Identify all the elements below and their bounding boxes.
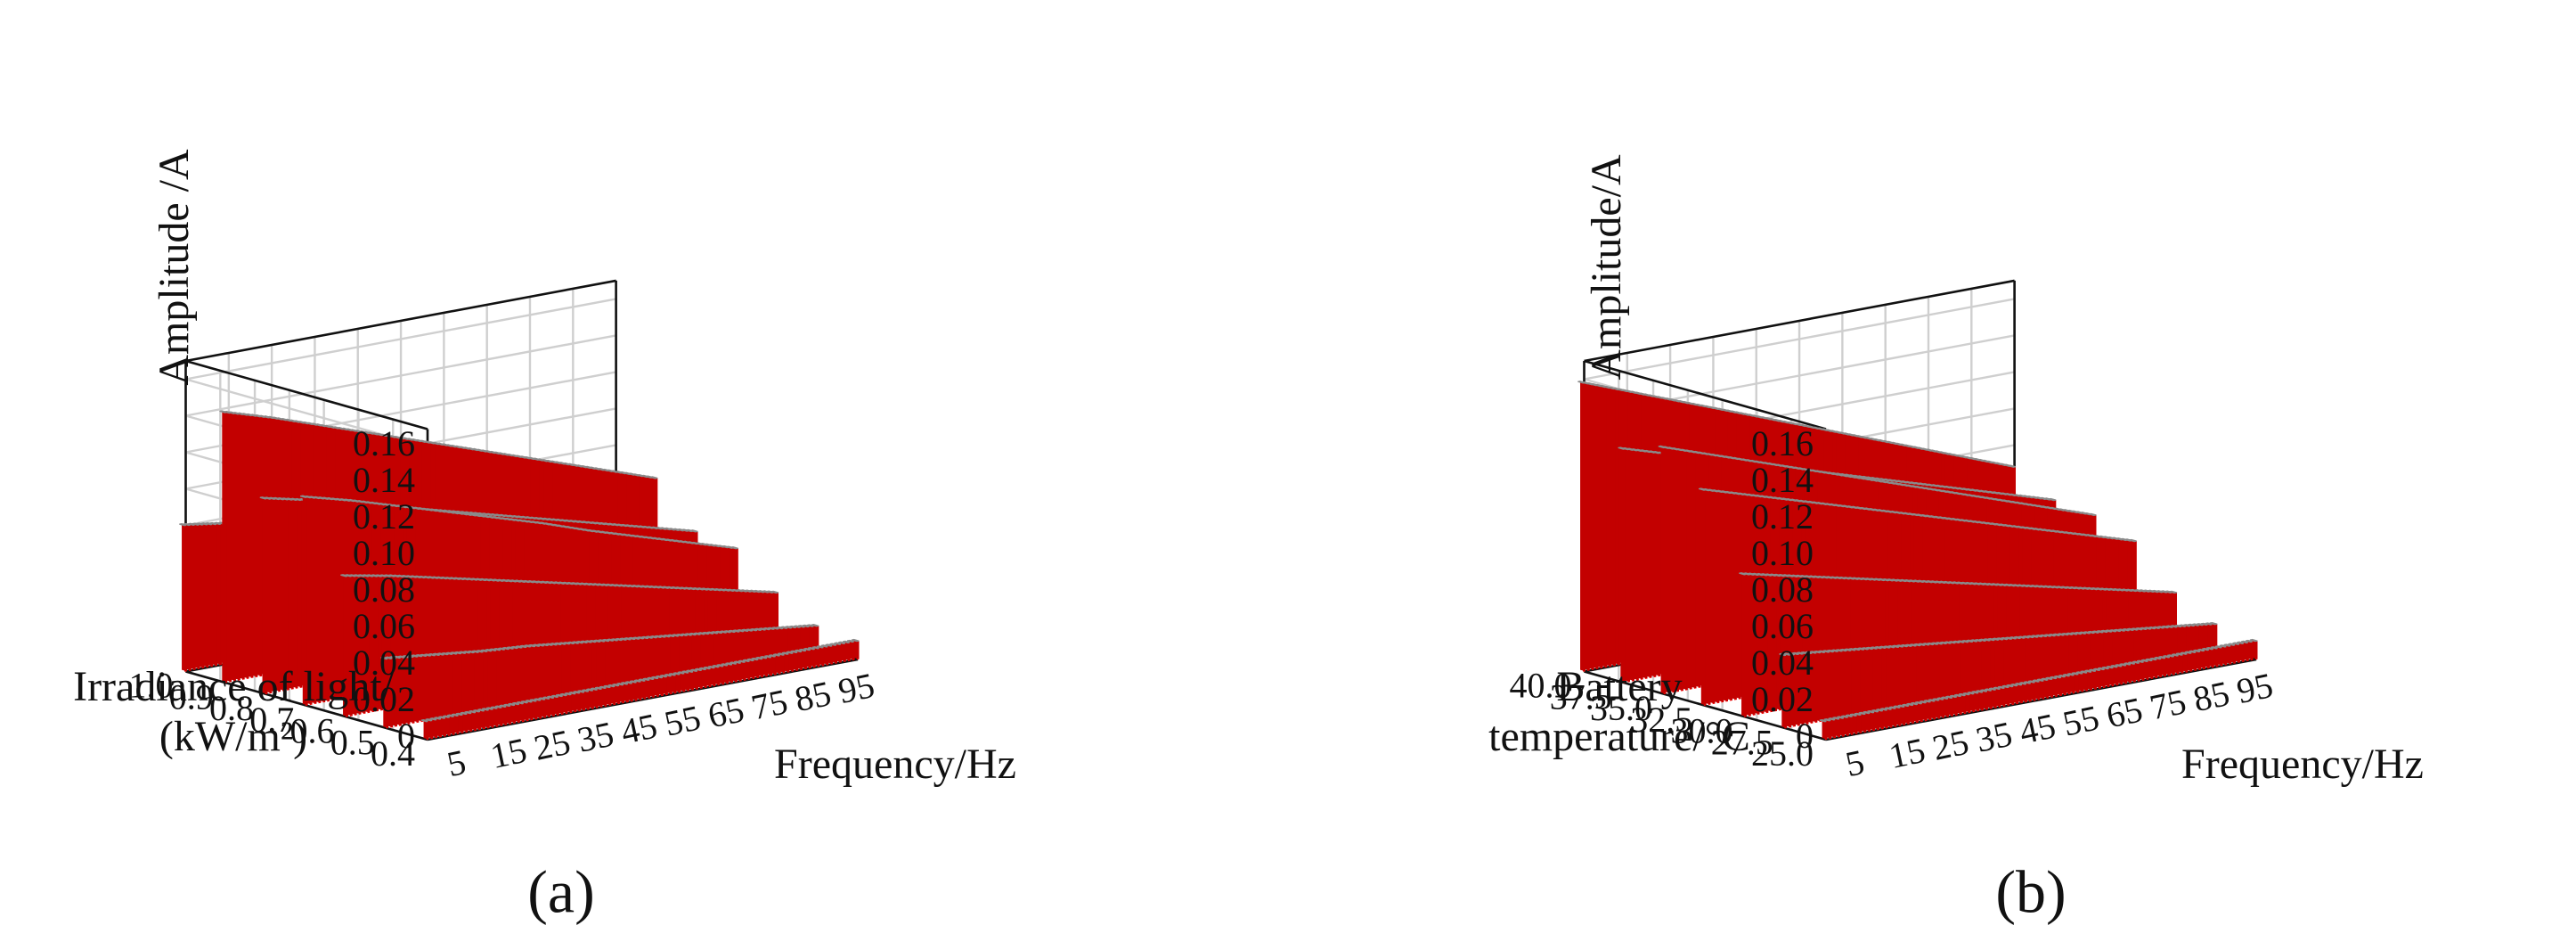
frequency-tick-label: 75 (748, 681, 791, 727)
bar-side-face (222, 410, 228, 683)
bar-side-face (194, 523, 200, 669)
bar (1577, 381, 1586, 672)
bar-side-face (257, 414, 263, 676)
panel-b: 00.020.040.060.080.100.120.140.165 15 25 35… (1488, 154, 2424, 926)
bar-side-face (199, 522, 205, 668)
panel-a: 00.020.040.060.080.100.120.140.165 15 25 35… (73, 149, 1016, 926)
amplitude-tick-label: 0.10 (353, 533, 415, 573)
amplitude-axis-title: Amplitude /A (151, 149, 198, 386)
axis-frame-edge (185, 279, 616, 363)
bar (420, 719, 429, 741)
bar-side-face (212, 522, 218, 666)
bar-side-face (216, 522, 222, 665)
depth-tick-label: 0.5 (330, 722, 375, 762)
bar-side-face (243, 413, 249, 679)
bars (179, 410, 860, 741)
amplitude-tick-label: 0.16 (353, 423, 415, 463)
depth-axis-title-line1: Irradiance of light/ (73, 663, 395, 710)
depth-axis-title-line2: (kW/m²) (159, 713, 307, 760)
amplitude-tick-label: 0.06 (353, 606, 415, 646)
bar-side-face (813, 624, 819, 648)
frequency-tick-label: 85 (791, 673, 834, 719)
bar-side-face (853, 639, 860, 659)
amplitude-tick-label: 0.12 (353, 496, 415, 536)
frequency-tick-label: 95 (835, 665, 877, 711)
bar-side-face (252, 414, 258, 677)
frequency-tick-label: 45 (617, 705, 660, 751)
axis-frame-edge (185, 359, 428, 430)
bar-side-face (182, 523, 187, 672)
amplitude-tick-label: 0.08 (353, 569, 415, 610)
bar-side-face (234, 412, 240, 681)
bar-side-face (239, 413, 245, 680)
panel-label: (a) (527, 858, 594, 926)
axis-frame-edge (427, 658, 859, 741)
frequency-tick-label: 15 (487, 730, 530, 776)
amplitude-tick-label: 0.14 (353, 460, 415, 500)
bar-side-face (226, 411, 232, 683)
frequency-tick-label: 65 (705, 689, 747, 735)
frequency-axis-title: Frequency/Hz (774, 741, 1016, 788)
frequency-tick-label: 5 (444, 741, 469, 784)
bar-side-face (231, 412, 236, 682)
frequency-tick-label: 25 (531, 722, 574, 768)
bar-side-face (208, 522, 214, 667)
bar (179, 523, 188, 672)
frequency-tick-label: 35 (574, 714, 616, 760)
depth-tick-label: 0.4 (371, 733, 415, 774)
frequency-tick-label: 55 (661, 697, 704, 743)
bar-side-face (248, 414, 254, 678)
bar-side-face (203, 522, 209, 667)
bar-side-face (185, 523, 192, 671)
bar-side-face (190, 523, 196, 670)
